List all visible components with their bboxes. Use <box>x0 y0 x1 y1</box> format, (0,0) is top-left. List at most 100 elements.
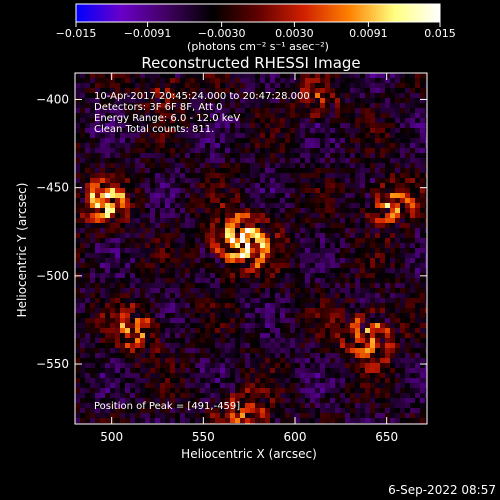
heatmap-cell <box>260 143 265 148</box>
colorbar <box>75 3 441 23</box>
heatmap-cell <box>250 403 255 408</box>
heatmap-cell <box>355 88 360 93</box>
heatmap-cell <box>295 318 300 323</box>
heatmap-cell <box>345 253 350 258</box>
heatmap-cell <box>125 83 130 88</box>
heatmap-cell <box>95 288 100 293</box>
heatmap-cell <box>265 178 270 183</box>
heatmap-cell <box>400 123 405 128</box>
heatmap-cell <box>235 183 240 188</box>
heatmap-cell <box>280 288 285 293</box>
heatmap-cell <box>150 363 155 368</box>
heatmap-cell <box>330 268 335 273</box>
heatmap-cell <box>125 403 130 408</box>
heatmap-cell <box>330 328 335 333</box>
heatmap-cell <box>110 298 115 303</box>
heatmap-cell <box>275 278 280 283</box>
heatmap-cell <box>235 258 240 263</box>
heatmap-cell <box>110 78 115 83</box>
heatmap-cell <box>275 418 280 423</box>
heatmap-cell <box>225 298 230 303</box>
heatmap-cell <box>110 263 115 268</box>
heatmap-cell <box>295 148 300 153</box>
heatmap-cell <box>410 318 415 323</box>
heatmap-cell <box>160 183 165 188</box>
heatmap-cell <box>160 148 165 153</box>
heatmap-cell <box>305 328 310 333</box>
heatmap-cell <box>140 263 145 268</box>
heatmap-cell <box>135 403 140 408</box>
heatmap-cell <box>155 158 160 163</box>
heatmap-cell <box>140 133 145 138</box>
heatmap-cell <box>295 418 300 423</box>
heatmap-cell <box>80 283 85 288</box>
heatmap-cell <box>370 258 375 263</box>
heatmap-cell <box>355 243 360 248</box>
heatmap-cell <box>85 288 90 293</box>
heatmap-cell <box>320 143 325 148</box>
heatmap-cell <box>225 133 230 138</box>
heatmap-cell <box>305 78 310 83</box>
heatmap-cell <box>330 143 335 148</box>
heatmap-cell <box>95 278 100 283</box>
heatmap-cell <box>245 123 250 128</box>
heatmap-cell <box>165 308 170 313</box>
heatmap-cell <box>125 148 130 153</box>
heatmap-cell <box>145 183 150 188</box>
heatmap-cell <box>260 113 265 118</box>
heatmap-cell <box>245 193 250 198</box>
heatmap-cell <box>325 178 330 183</box>
heatmap-cell <box>265 393 270 398</box>
heatmap-cell <box>350 133 355 138</box>
heatmap-cell <box>390 293 395 298</box>
heatmap-cell <box>275 173 280 178</box>
heatmap-cell <box>330 353 335 358</box>
heatmap-cell <box>330 343 335 348</box>
heatmap-image <box>75 73 427 424</box>
heatmap-cell <box>130 388 135 393</box>
heatmap-cell <box>215 298 220 303</box>
heatmap-cell <box>225 98 230 103</box>
heatmap-cell <box>415 343 420 348</box>
heatmap-cell <box>225 373 230 378</box>
heatmap-cell <box>330 168 335 173</box>
heatmap-cell <box>355 178 360 183</box>
heatmap-cell <box>175 118 180 123</box>
heatmap-cell <box>245 298 250 303</box>
heatmap-cell <box>415 73 420 78</box>
heatmap-cell <box>240 148 245 153</box>
heatmap-cell <box>355 223 360 228</box>
heatmap-cell <box>280 218 285 223</box>
heatmap-cell <box>95 408 100 413</box>
heatmap-cell <box>365 178 370 183</box>
heatmap-cell <box>235 123 240 128</box>
heatmap-cell <box>290 203 295 208</box>
heatmap-cell <box>225 148 230 153</box>
heatmap-cell <box>390 378 395 383</box>
heatmap-cell <box>175 78 180 83</box>
heatmap-cell <box>200 173 205 178</box>
heatmap-cell <box>290 208 295 213</box>
heatmap-cell <box>110 358 115 363</box>
heatmap-cell <box>130 213 135 218</box>
heatmap-cell <box>150 148 155 153</box>
heatmap-cell <box>215 388 220 393</box>
heatmap-cell <box>350 163 355 168</box>
heatmap-cell <box>140 143 145 148</box>
heatmap-cell <box>145 223 150 228</box>
heatmap-cell <box>280 133 285 138</box>
heatmap-cell <box>420 363 425 368</box>
heatmap-cell <box>125 223 130 228</box>
heatmap-cell <box>185 208 190 213</box>
heatmap-cell <box>385 253 390 258</box>
heatmap-cell <box>100 138 105 143</box>
heatmap-cell <box>415 263 420 268</box>
heatmap-cell <box>80 103 85 108</box>
heatmap-cell <box>395 388 400 393</box>
heatmap-cell <box>265 403 270 408</box>
heatmap-cell <box>305 368 310 373</box>
heatmap-cell <box>275 108 280 113</box>
heatmap-cell <box>325 343 330 348</box>
heatmap-cell <box>305 338 310 343</box>
heatmap-cell <box>75 243 80 248</box>
